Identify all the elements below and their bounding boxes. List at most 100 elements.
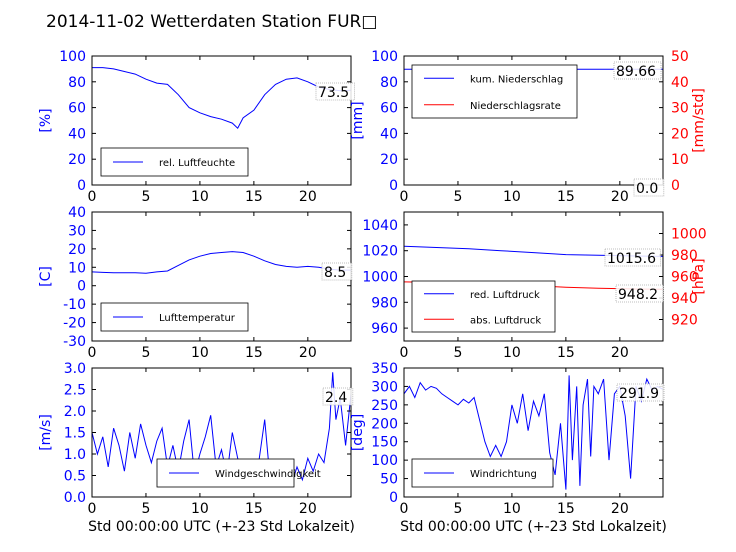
- y-axis-label: [deg]: [350, 414, 366, 451]
- y-tick-label: 350: [371, 361, 398, 377]
- y-axis-label: [C]: [38, 266, 54, 287]
- x-tick-label: 5: [141, 501, 150, 517]
- y-tick-label: 1.5: [64, 426, 86, 442]
- y-tick-label: 1.0: [64, 447, 86, 463]
- figure-title: 2014-11-02 Wetterdaten Station FUR□: [46, 12, 377, 32]
- y-tick-label-right: 960: [671, 270, 698, 286]
- y-tick-label: 80: [380, 75, 398, 91]
- y-tick-label: -20: [63, 316, 86, 332]
- x-tick-label: 10: [503, 345, 521, 361]
- y-tick-label: 20: [68, 242, 86, 258]
- y-tick-label: 1000: [362, 270, 398, 286]
- x-tick-label: 20: [611, 189, 629, 205]
- y-tick-label: 0.5: [64, 469, 86, 485]
- series-line-temperature-0: [91, 251, 351, 274]
- y-axis-label: [mm]: [350, 101, 366, 139]
- y-tick-label: 2.0: [64, 404, 86, 420]
- y-tick-label: 0: [77, 178, 86, 194]
- y-tick-label-right: 0: [671, 178, 680, 194]
- panel-temperature: 0 5 10 15 20 -30 -20 -10 0 10 20 30 40 [C] Lufttempera…: [38, 205, 353, 361]
- y-tick-label: 20: [380, 152, 398, 168]
- x-axis-label: Std 00:00:00 UTC (+-23 Std Lokalzeit): [88, 519, 355, 535]
- x-tick-label: 0: [400, 501, 409, 517]
- legend-box: [411, 280, 556, 333]
- value-label-box: [616, 383, 665, 402]
- value-label-box: [633, 178, 665, 197]
- y-tick-label: 0: [77, 279, 86, 295]
- y-tick-label: 100: [59, 49, 86, 65]
- x-tick-label: 0: [88, 501, 97, 517]
- panel-precipitation: 0 5 10 15 20 0 20 40 60 80 100 0 10 20 30 40 50 [mm] [mm/s…: [350, 49, 707, 205]
- y-tick-label-right: 10: [671, 152, 689, 168]
- y-tick-label: 40: [68, 126, 86, 142]
- y-tick-label: 60: [380, 101, 398, 117]
- x-tick-label: 20: [299, 501, 317, 517]
- x-tick-label: 15: [245, 189, 263, 205]
- value-label: 73.5: [318, 85, 349, 101]
- x-tick-label: 0: [400, 189, 409, 205]
- value-label-box: [615, 284, 664, 303]
- value-label: 89.66: [616, 64, 656, 80]
- legend-box: [411, 64, 578, 119]
- y-tick-label: 150: [371, 435, 398, 451]
- x-tick-label: 20: [299, 345, 317, 361]
- x-tick-label: 5: [141, 189, 150, 205]
- y-tick-label: 30: [68, 223, 86, 239]
- y-axis-label-right: [hPa]: [691, 258, 707, 294]
- y-tick-label: 0.0: [64, 490, 86, 506]
- y-axis-label: [%]: [38, 108, 54, 132]
- legend: red. Luftdruck abs. Luftdruck: [411, 280, 556, 333]
- y-tick-label: 100: [371, 453, 398, 469]
- y-tick-label: 40: [68, 205, 86, 221]
- plot-frame: [91, 55, 352, 186]
- x-tick-label: 15: [557, 501, 575, 517]
- x-tick-label: 0: [88, 345, 97, 361]
- y-tick-label: 80: [68, 75, 86, 91]
- y-axis-label-right: [mm/std]: [691, 88, 707, 153]
- y-tick-label: 0: [389, 490, 398, 506]
- y-tick-label-right: 50: [671, 49, 689, 65]
- value-label: 0.0: [636, 181, 658, 197]
- y-tick-label: 2.5: [64, 383, 86, 399]
- y-tick-label-right: 980: [671, 248, 698, 264]
- y-tick-label: 40: [380, 126, 398, 142]
- panel-humidity: 0 5 10 15 20 0 20 40 60 80 100 [%] rel. Luftfeuchte 7…: [38, 49, 355, 205]
- y-tick-label: 3.0: [64, 361, 86, 377]
- x-tick-label: 15: [557, 189, 575, 205]
- legend-entry: Windgeschwindigkeit: [215, 469, 321, 480]
- y-tick-label-right: 30: [671, 101, 689, 117]
- legend-entry: kum. Niederschlag: [470, 74, 563, 85]
- legend-entry: Windrichtung: [470, 469, 537, 480]
- panel-pressure: 0 5 10 15 20 960 980 1000 1020 1040 920 940 960 980 10…: [362, 211, 707, 361]
- legend: Windgeschwindigkeit: [156, 458, 321, 488]
- x-tick-label: 10: [191, 501, 209, 517]
- x-tick-label: 10: [503, 501, 521, 517]
- x-tick-label: 0: [88, 189, 97, 205]
- panel-wind_speed: 0 5 10 15 20 0.0 0.5 1.0 1.5 2.0 2.5 3.0 [m/s] Std 00…: [38, 361, 355, 535]
- x-tick-label: 15: [245, 345, 263, 361]
- y-tick-label-right: 940: [671, 291, 698, 307]
- value-label-box: [604, 248, 661, 267]
- plot-frame: [403, 367, 664, 498]
- legend: rel. Luftfeuchte: [100, 147, 249, 177]
- y-axis-label: [m/s]: [38, 414, 54, 451]
- legend-entry: red. Luftdruck: [470, 290, 540, 301]
- y-tick-label: 20: [68, 152, 86, 168]
- legend-entry: Niederschlagsrate: [470, 101, 561, 112]
- x-tick-label: 10: [191, 345, 209, 361]
- y-tick-label: 1020: [362, 244, 398, 260]
- y-tick-label-right: 40: [671, 75, 689, 91]
- legend: Windrichtung: [411, 458, 554, 488]
- x-axis-label: Std 00:00:00 UTC (+-23 Std Lokalzeit): [400, 519, 667, 535]
- y-tick-label-right: 20: [671, 126, 689, 142]
- y-tick-label: 100: [371, 49, 398, 65]
- x-tick-label: 20: [611, 345, 629, 361]
- y-tick-label: -30: [63, 334, 86, 350]
- y-tick-label: -10: [63, 297, 86, 313]
- x-tick-label: 5: [453, 189, 462, 205]
- value-label: 2.4: [325, 390, 347, 406]
- x-tick-label: 20: [299, 189, 317, 205]
- legend: Lufttemperatur: [100, 302, 249, 332]
